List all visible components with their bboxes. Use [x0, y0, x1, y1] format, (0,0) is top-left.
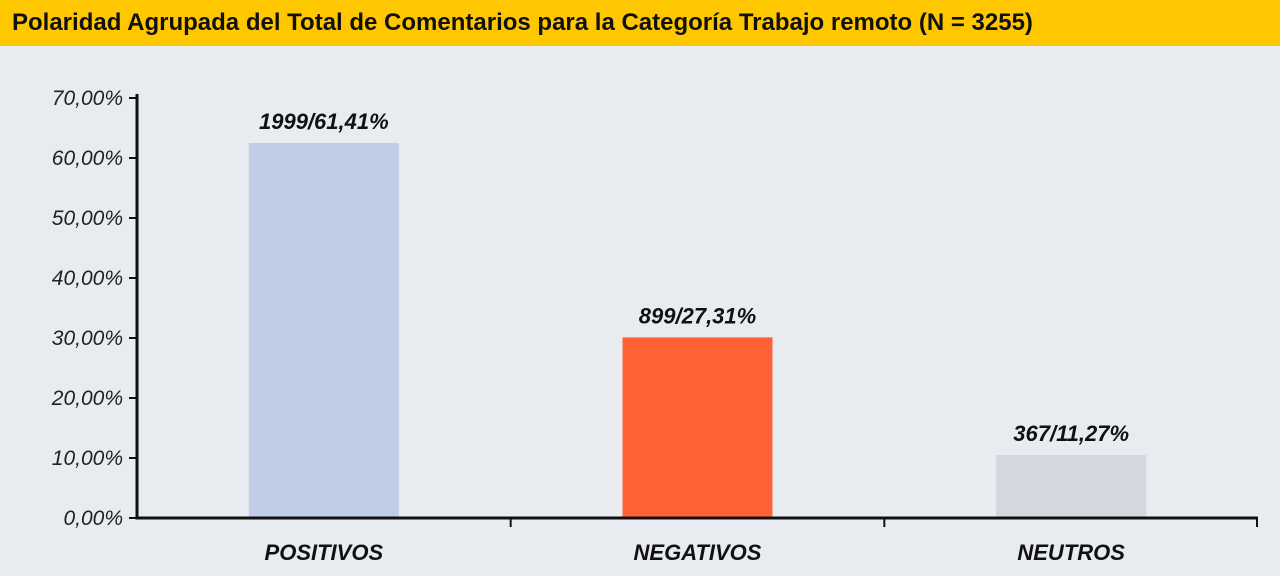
x-axis-ticks: POSITIVOS NEGATIVOS NEUTROS: [265, 518, 1258, 565]
y-tick-label: 0,00%: [63, 507, 123, 530]
bar-chart: 0,00% 10,00% 20,00% 30,00% 40,00% 50,00% 60,00…: [51, 87, 1258, 565]
x-tick-label-negativos: NEGATIVOS: [634, 540, 762, 565]
data-labels: 1999/61,41% 899/27,31% 367/11,27%: [259, 109, 1129, 446]
y-tick-label: 50,00%: [52, 207, 123, 230]
bars: [248, 143, 1147, 518]
data-label-positivos: 1999/61,41%: [259, 109, 389, 134]
title-bar: Polaridad Agrupada del Total de Comentar…: [0, 0, 1280, 46]
y-tick-label: 30,00%: [52, 327, 123, 350]
data-label-negativos: 899/27,31%: [639, 303, 756, 328]
y-tick-label: 10,00%: [52, 447, 123, 470]
y-tick-label: 40,00%: [52, 267, 123, 290]
chart-title: Polaridad Agrupada del Total de Comentar…: [12, 9, 1033, 36]
x-tick-label-neutros: NEUTROS: [1017, 540, 1125, 565]
y-tick-label: 70,00%: [52, 87, 123, 110]
bar-positivos: [248, 143, 399, 518]
y-tick-label: 20,00%: [51, 387, 123, 410]
x-tick-label-positivos: POSITIVOS: [265, 540, 384, 565]
bar-neutros: [996, 455, 1147, 518]
bar-negativos: [622, 337, 773, 518]
data-label-neutros: 367/11,27%: [1013, 421, 1129, 446]
y-axis-ticks: 0,00% 10,00% 20,00% 30,00% 40,00% 50,00% 60,00…: [51, 87, 137, 530]
y-tick-label: 60,00%: [52, 147, 123, 170]
